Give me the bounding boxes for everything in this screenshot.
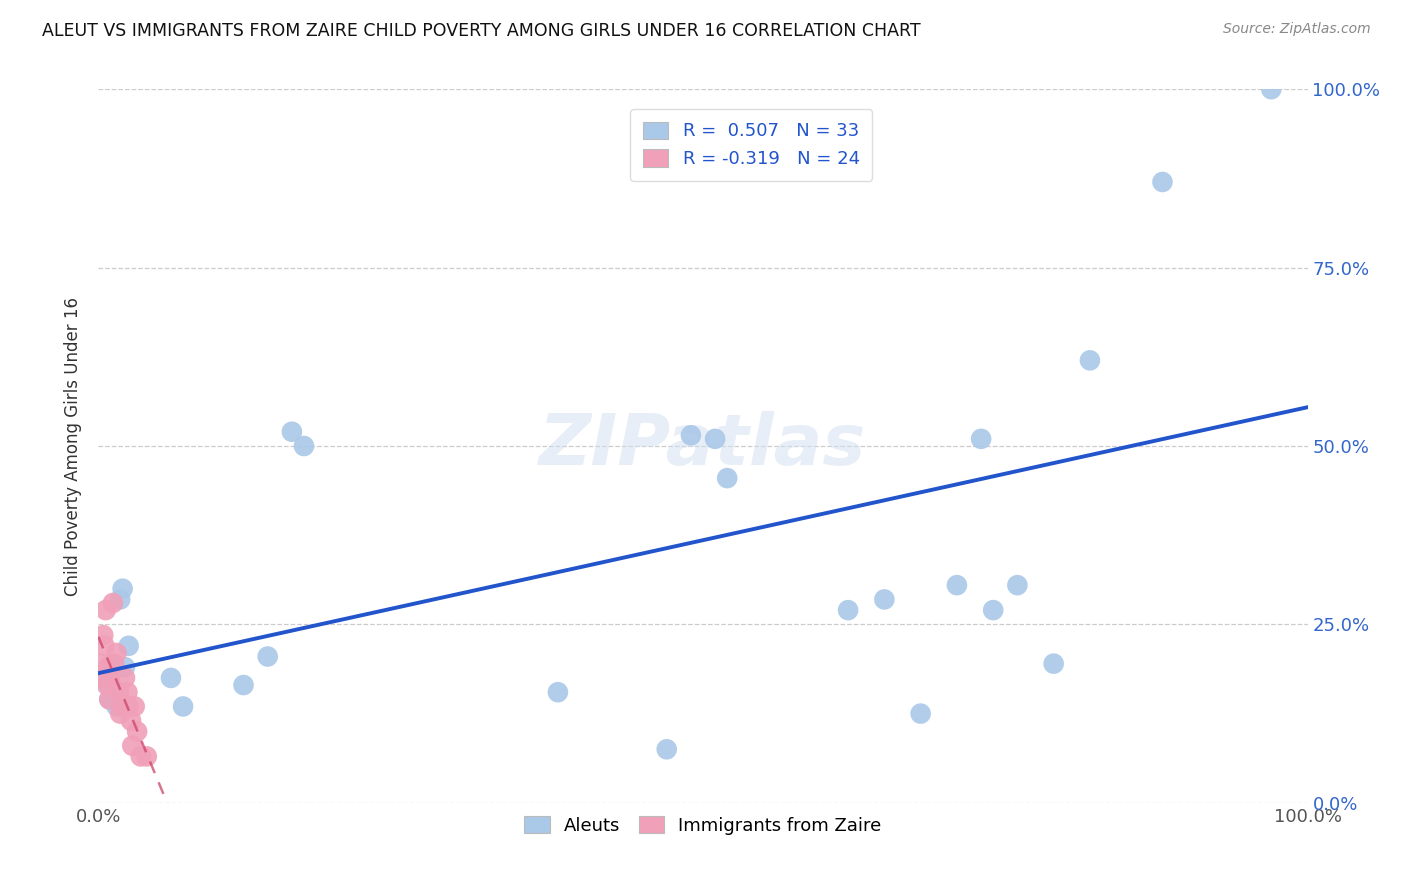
Point bbox=[98, 692, 121, 706]
Point bbox=[837, 603, 859, 617]
Point bbox=[114, 671, 136, 685]
Point bbox=[135, 749, 157, 764]
Text: ALEUT VS IMMIGRANTS FROM ZAIRE CHILD POVERTY AMONG GIRLS UNDER 16 CORRELATION CH: ALEUT VS IMMIGRANTS FROM ZAIRE CHILD POV… bbox=[42, 22, 921, 40]
Point bbox=[547, 685, 569, 699]
Legend: Aleuts, Immigrants from Zaire: Aleuts, Immigrants from Zaire bbox=[516, 807, 890, 844]
Point bbox=[129, 749, 152, 764]
Point bbox=[96, 678, 118, 692]
Point bbox=[108, 706, 131, 721]
Point bbox=[96, 671, 118, 685]
Point bbox=[121, 739, 143, 753]
Point bbox=[679, 428, 702, 442]
Point bbox=[103, 657, 125, 671]
Point bbox=[101, 657, 124, 671]
Point bbox=[981, 603, 1004, 617]
Point bbox=[94, 603, 117, 617]
Point bbox=[108, 685, 131, 699]
Point bbox=[655, 742, 678, 756]
Text: Source: ZipAtlas.com: Source: ZipAtlas.com bbox=[1223, 22, 1371, 37]
Point bbox=[90, 657, 112, 671]
Point bbox=[100, 678, 122, 692]
Point bbox=[124, 699, 146, 714]
Point bbox=[100, 671, 122, 685]
Point bbox=[1007, 578, 1029, 592]
Point bbox=[1078, 353, 1101, 368]
Point bbox=[704, 432, 727, 446]
Point bbox=[1260, 82, 1282, 96]
Y-axis label: Child Poverty Among Girls Under 16: Child Poverty Among Girls Under 16 bbox=[65, 296, 83, 596]
Point bbox=[97, 678, 120, 692]
Point bbox=[93, 671, 115, 685]
Point bbox=[98, 692, 121, 706]
Point bbox=[91, 671, 114, 685]
Point bbox=[873, 592, 896, 607]
Point bbox=[1042, 657, 1064, 671]
Text: ZIPatlas: ZIPatlas bbox=[540, 411, 866, 481]
Point bbox=[108, 592, 131, 607]
Point bbox=[910, 706, 932, 721]
Point bbox=[101, 596, 124, 610]
Point bbox=[172, 699, 194, 714]
Point bbox=[946, 578, 969, 592]
Point bbox=[281, 425, 304, 439]
Point bbox=[105, 699, 128, 714]
Point bbox=[118, 639, 141, 653]
Point bbox=[97, 660, 120, 674]
Point bbox=[111, 582, 134, 596]
Point bbox=[118, 699, 141, 714]
Point bbox=[970, 432, 993, 446]
Point bbox=[256, 649, 278, 664]
Point bbox=[120, 714, 142, 728]
Point bbox=[114, 660, 136, 674]
Point bbox=[232, 678, 254, 692]
Point bbox=[1152, 175, 1174, 189]
Point bbox=[105, 646, 128, 660]
Point bbox=[91, 628, 114, 642]
Point bbox=[160, 671, 183, 685]
Point bbox=[127, 724, 149, 739]
Point bbox=[292, 439, 315, 453]
Point bbox=[93, 639, 115, 653]
Point bbox=[117, 685, 139, 699]
Point bbox=[111, 699, 134, 714]
Point bbox=[716, 471, 738, 485]
